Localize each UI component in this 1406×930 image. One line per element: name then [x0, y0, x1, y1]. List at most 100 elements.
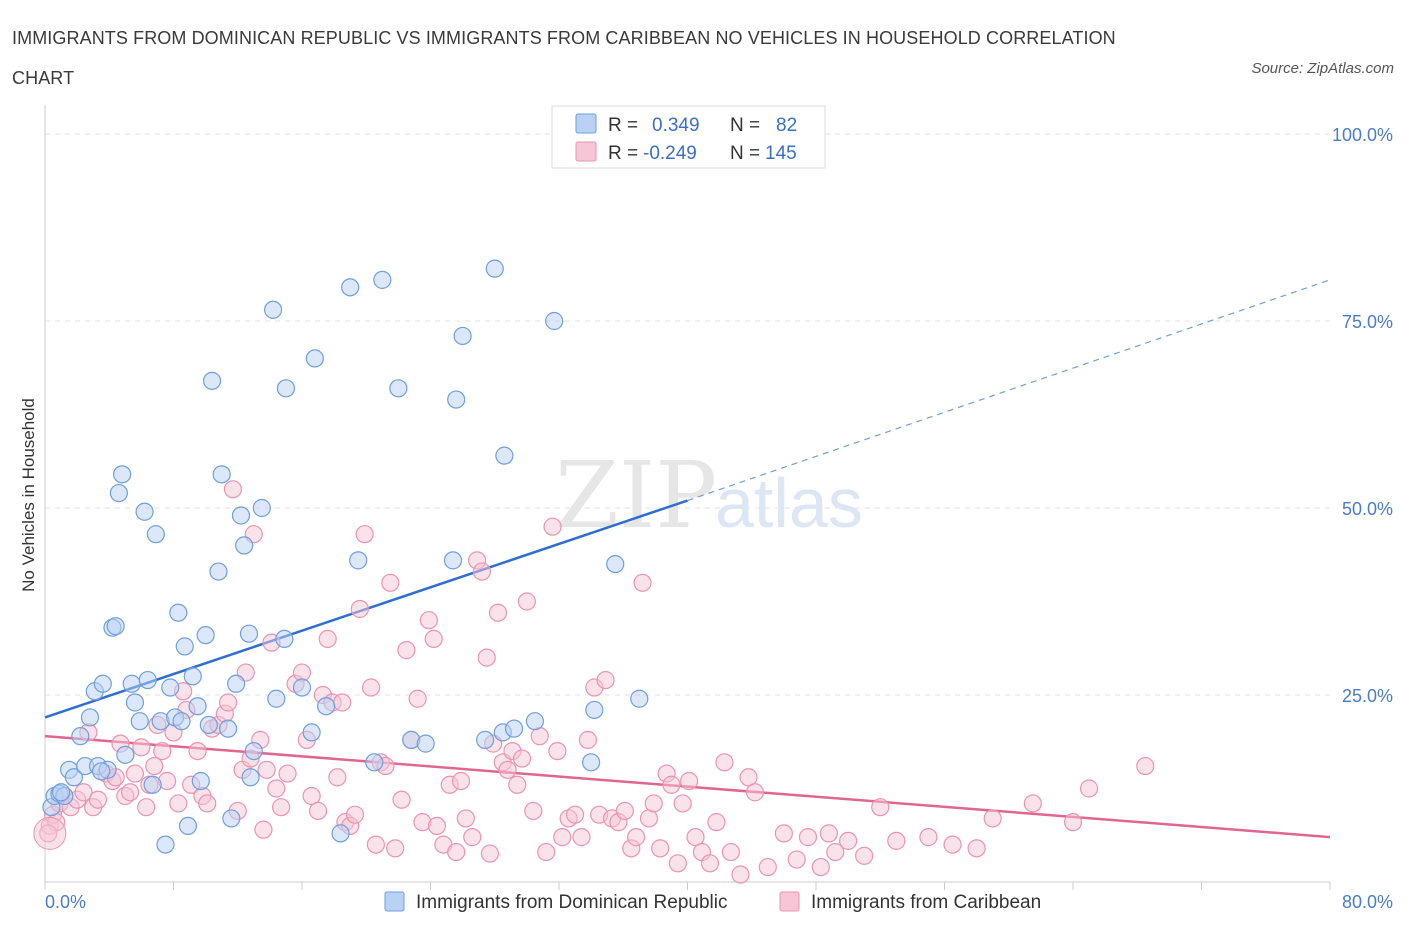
point-caribbean — [333, 693, 352, 712]
point-dominican — [263, 300, 283, 319]
point-caribbean — [153, 741, 172, 761]
point-dominican — [235, 536, 254, 555]
point-caribbean — [74, 783, 93, 802]
point-caribbean — [456, 809, 475, 828]
x-tick-label-min: 0.0% — [45, 892, 86, 912]
point-dominican — [244, 741, 263, 761]
point-dominican — [276, 379, 296, 398]
point-caribbean — [543, 517, 562, 536]
point-caribbean — [524, 801, 543, 821]
point-caribbean — [254, 820, 273, 839]
point-caribbean — [267, 779, 286, 798]
point-caribbean — [328, 768, 347, 787]
point-caribbean — [739, 768, 758, 787]
point-dominican — [106, 617, 125, 636]
point-caribbean — [548, 741, 567, 761]
point-dominican — [93, 674, 112, 693]
point-caribbean — [350, 599, 369, 619]
point-caribbean — [798, 828, 818, 847]
point-caribbean — [318, 629, 337, 649]
point-dominican — [341, 278, 360, 297]
point-caribbean — [615, 801, 634, 821]
point-caribbean — [125, 764, 145, 783]
point-dominican — [92, 762, 111, 781]
point-caribbean — [447, 842, 466, 862]
point-caribbean — [967, 839, 986, 858]
point-dominican — [116, 745, 135, 764]
legend-n-label-1: N = — [730, 115, 760, 136]
point-caribbean — [887, 831, 906, 850]
point-caribbean — [1079, 779, 1099, 798]
point-caribbean — [983, 809, 1002, 828]
point-caribbean — [361, 678, 381, 697]
point-caribbean — [302, 786, 321, 806]
point-caribbean — [651, 839, 670, 858]
point-dominican — [495, 446, 514, 465]
point-dominican — [231, 506, 251, 525]
point-caribbean — [644, 794, 663, 813]
point-caribbean — [137, 798, 156, 817]
point-dominican — [582, 753, 601, 772]
point-dominican — [331, 824, 350, 843]
point-dominican — [161, 678, 180, 697]
point-caribbean — [308, 801, 328, 821]
point-caribbean — [626, 828, 646, 847]
point-caribbean — [408, 689, 427, 708]
point-caribbean — [1063, 813, 1083, 832]
point-caribbean-cluster — [33, 816, 67, 850]
point-caribbean — [223, 480, 243, 499]
trend-line-dominican-extension — [687, 279, 1331, 502]
point-caribbean — [553, 828, 572, 847]
point-dominican — [130, 712, 149, 731]
point-caribbean — [731, 865, 750, 884]
point-dominican — [202, 371, 222, 390]
point-dominican — [222, 809, 241, 828]
point-dominican — [172, 712, 191, 731]
point-caribbean — [943, 835, 962, 854]
point-caribbean — [472, 562, 491, 581]
point-dominican — [292, 678, 312, 697]
point-caribbean — [366, 835, 385, 854]
legend-box — [551, 105, 826, 169]
point-dominican — [51, 783, 71, 802]
point-caribbean — [572, 828, 591, 847]
point-dominican — [305, 349, 324, 368]
point-caribbean — [451, 771, 471, 791]
legend-r-label-2: R = — [608, 143, 638, 164]
point-caribbean — [745, 783, 765, 802]
point-dominican — [199, 715, 218, 735]
point-dominican — [143, 775, 162, 794]
point-caribbean — [1023, 794, 1042, 813]
bottom-legend-label-pink: Immigrants from Caribbean — [811, 892, 1041, 913]
point-dominican — [606, 554, 625, 574]
point-dominican — [485, 259, 504, 278]
point-dominican — [71, 727, 90, 746]
point-dominican — [389, 379, 408, 398]
correlation-legend: R = 0.349 N = 82 R = -0.249 N = 145 — [551, 105, 826, 169]
point-caribbean — [508, 775, 527, 794]
point-dominican — [630, 689, 649, 708]
grid-lines — [45, 133, 1330, 696]
point-caribbean — [839, 831, 858, 850]
point-dominican — [349, 551, 368, 570]
point-dominican — [169, 603, 188, 622]
point-caribbean — [88, 790, 108, 809]
point-caribbean — [662, 775, 681, 794]
chart-title: IMMIGRANTS FROM DOMINICAN REPUBLIC VS IM… — [12, 28, 1116, 88]
y-tick-label: 25.0% — [1342, 686, 1393, 706]
point-caribbean — [668, 854, 687, 873]
watermark-atlas: atlas — [715, 464, 863, 542]
point-caribbean — [488, 603, 508, 622]
series-dominican-points — [42, 259, 649, 854]
point-dominican — [545, 311, 564, 331]
point-dominican — [447, 390, 466, 409]
legend-r-value-2: -0.249 — [643, 143, 697, 164]
legend-r-label-1: R = — [608, 115, 638, 136]
point-dominican — [416, 734, 435, 753]
point-caribbean — [272, 798, 291, 817]
point-caribbean — [381, 573, 400, 592]
point-caribbean — [680, 771, 699, 791]
point-caribbean — [819, 824, 838, 843]
point-caribbean — [427, 816, 447, 836]
point-dominican — [316, 697, 336, 716]
